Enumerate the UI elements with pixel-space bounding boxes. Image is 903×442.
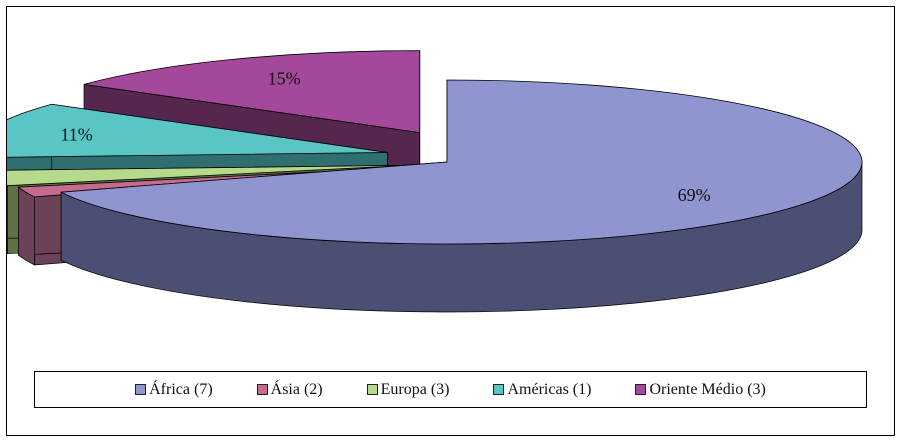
legend: África (7) Ásia (2) Europa (3) Américas … (34, 371, 867, 408)
legend-label-asia: Ásia (2) (270, 380, 323, 398)
legend-swatch-asia (256, 384, 268, 395)
legend-label-europa: Europa (3) (380, 380, 450, 398)
slice-top-oriente-medio (83, 50, 421, 134)
legend-item-europa: Europa (3) (366, 380, 450, 399)
legend-label-americas: Américas (1) (507, 380, 592, 398)
slice-top-africa (59, 79, 863, 245)
legend-swatch-europa (366, 384, 378, 395)
legend-label-oriente-medio: Oriente Médio (3) (649, 380, 766, 398)
chart-frame: 69%2%3%11%15% África (7) Ásia (2) Europa… (6, 6, 895, 436)
slice-africa (59, 79, 863, 313)
slice-top-americas (7, 103, 388, 158)
legend-item-americas: Américas (1) (493, 381, 591, 399)
legend-label-africa: África (7) (149, 380, 213, 398)
slice-side-europa-0 (7, 184, 8, 255)
legend-item-africa: África (7) (135, 381, 213, 399)
legend-item-oriente-medio: Oriente Médio (3) (635, 380, 766, 399)
legend-swatch-americas (493, 384, 505, 395)
pie-chart: 69%2%3%11%15% (7, 50, 863, 313)
data-label-africa: 69% (678, 185, 711, 205)
legend-item-asia: Ásia (2) (256, 380, 323, 399)
slice-side-asia-0 (18, 186, 35, 266)
slice-top-europa (7, 164, 410, 187)
legend-swatch-oriente-medio (635, 384, 647, 395)
legend-swatch-africa (135, 384, 147, 395)
data-label-oriente-medio: 15% (268, 68, 301, 88)
data-label-americas: 11% (60, 125, 92, 145)
